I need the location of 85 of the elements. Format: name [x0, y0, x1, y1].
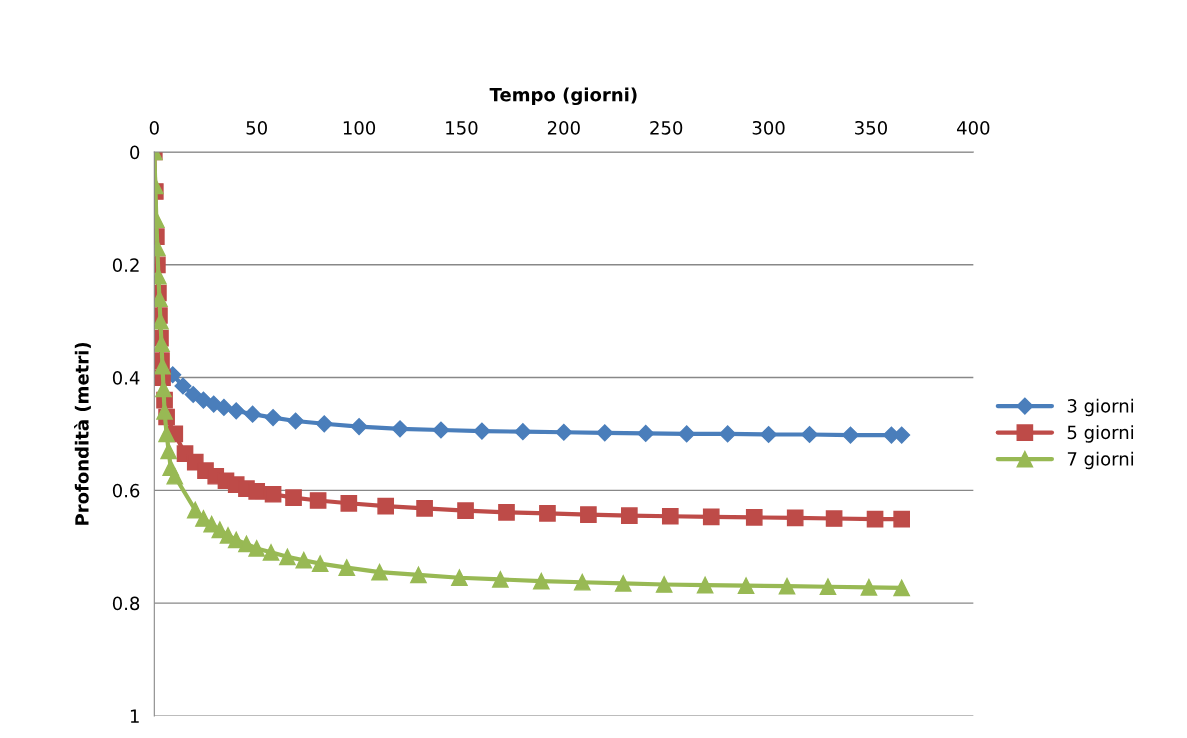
point	[661, 507, 679, 525]
x-tick-label: 100	[343, 120, 376, 135]
point	[678, 425, 696, 443]
legend-label: 5 giorni	[1067, 425, 1134, 443]
point	[248, 540, 266, 557]
point	[432, 421, 450, 439]
point	[614, 575, 632, 592]
point	[285, 489, 302, 506]
point	[532, 572, 550, 590]
point	[416, 500, 433, 517]
point	[391, 420, 409, 438]
x-tick-label: 350	[855, 120, 887, 135]
point	[215, 398, 233, 416]
point	[800, 425, 819, 444]
point	[264, 409, 282, 427]
x-tick-label: 50	[246, 120, 267, 135]
point	[279, 548, 296, 566]
x-tick-label: 0	[149, 120, 159, 135]
point	[719, 425, 737, 443]
point	[637, 424, 655, 442]
point	[745, 509, 763, 526]
point	[340, 494, 358, 512]
point	[819, 578, 837, 596]
y-tick-label: 0	[130, 145, 140, 160]
x-tick-label: 400	[956, 120, 990, 135]
y-tick-label: 0.6	[112, 483, 140, 498]
point	[760, 425, 778, 444]
point	[174, 377, 192, 395]
y-tick-label: 1	[130, 709, 139, 723]
point	[311, 555, 329, 572]
point	[160, 442, 177, 460]
point	[262, 544, 280, 561]
point	[410, 566, 427, 584]
point	[457, 502, 474, 519]
point	[350, 418, 368, 436]
point	[621, 507, 638, 525]
x-tick-label: 300	[752, 120, 785, 135]
point	[860, 578, 878, 596]
point	[264, 485, 282, 503]
y-tick-label: 0.8	[112, 596, 140, 611]
point	[338, 559, 356, 576]
point	[287, 412, 305, 430]
y-axis-title: Profondità (metri)	[74, 342, 91, 525]
x-tick-label: 150	[446, 120, 478, 135]
point	[227, 402, 245, 420]
point	[186, 501, 204, 519]
point	[492, 571, 509, 588]
y-tick-label: 0.2	[112, 258, 139, 272]
point	[473, 422, 491, 440]
y-tick-label: 0.4	[112, 371, 140, 385]
point	[184, 385, 202, 404]
point	[194, 391, 213, 409]
point	[514, 423, 532, 441]
point	[702, 508, 720, 526]
point	[893, 510, 911, 528]
legend-label: 7 giorni	[1067, 451, 1134, 470]
point	[696, 576, 714, 594]
point	[377, 497, 395, 515]
point	[655, 576, 673, 593]
point	[555, 423, 573, 441]
x-tick-label: 200	[547, 120, 580, 135]
point	[156, 403, 173, 420]
point	[778, 577, 796, 595]
x-tick-label: 250	[650, 120, 683, 135]
point	[866, 510, 884, 528]
point	[244, 405, 262, 423]
point	[786, 509, 804, 527]
point	[295, 551, 313, 569]
legend-label: 3 giorni	[1067, 398, 1134, 417]
point	[596, 424, 614, 442]
point	[573, 573, 591, 591]
point	[248, 483, 266, 500]
point	[309, 492, 327, 509]
point	[893, 579, 911, 597]
point	[371, 563, 388, 581]
point	[580, 506, 597, 523]
point	[825, 510, 843, 527]
point	[315, 415, 333, 433]
point	[166, 467, 184, 485]
point	[539, 505, 556, 522]
point	[841, 426, 860, 444]
point	[498, 503, 515, 521]
point	[451, 569, 468, 587]
x-axis-title: Tempo (giorni)	[489, 87, 637, 106]
point	[737, 577, 755, 594]
